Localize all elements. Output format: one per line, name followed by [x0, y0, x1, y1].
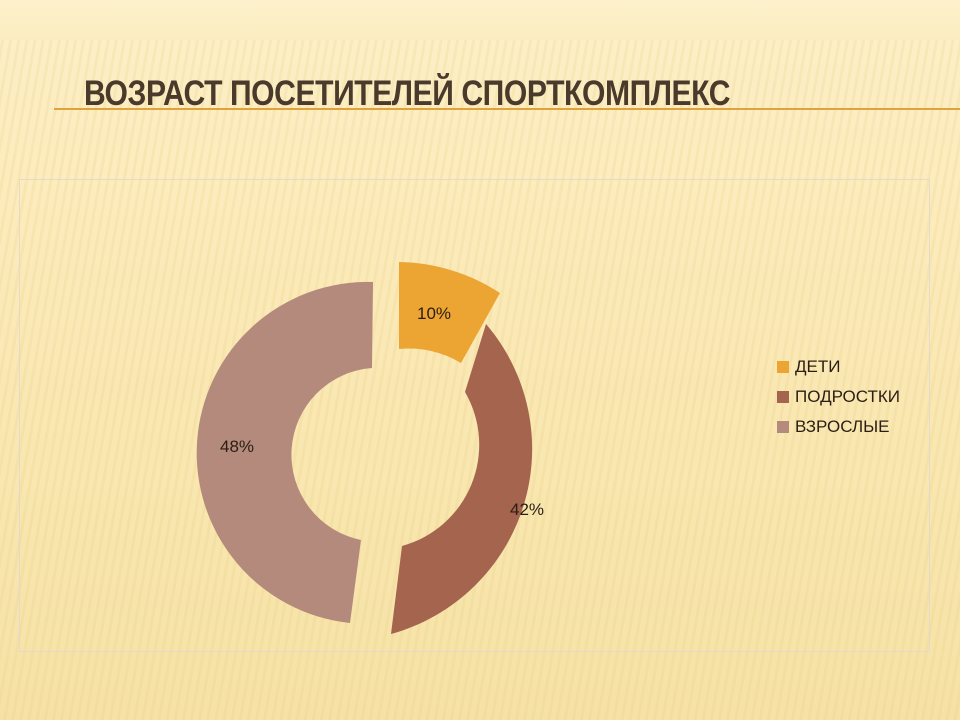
chart-area: [19, 179, 930, 652]
data-label-teens: 42%: [510, 500, 545, 519]
title-underline: [54, 108, 960, 110]
legend-swatch-teens: [777, 391, 789, 403]
legend-swatch-children: [777, 361, 789, 373]
legend-item-teens: ПОДРОСТКИ: [777, 386, 915, 408]
legend-label: ДЕТИ: [795, 357, 841, 376]
legend-label: ПОДРОСТКИ: [795, 387, 900, 406]
chart-legend: ДЕТИ ПОДРОСТКИ ВЗРОСЛЫЕ: [777, 356, 915, 446]
data-label-children: 10%: [417, 304, 452, 323]
data-label-adults: 48%: [220, 437, 255, 456]
slice-teens[interactable]: [391, 324, 533, 634]
slide-top-band: [0, 0, 960, 40]
slide-title: ВОЗРАСТ ПОСЕТИТЕЛЕЙ СПОРТКОМПЛЕКС: [84, 74, 731, 113]
legend-swatch-adults: [777, 421, 789, 433]
legend-item-children: ДЕТИ: [777, 356, 915, 378]
slice-children[interactable]: [399, 262, 500, 363]
legend-label: ВЗРОСЛЫЕ: [795, 417, 890, 436]
legend-item-adults: ВЗРОСЛЫЕ: [777, 416, 915, 438]
slice-adults[interactable]: [196, 281, 373, 623]
